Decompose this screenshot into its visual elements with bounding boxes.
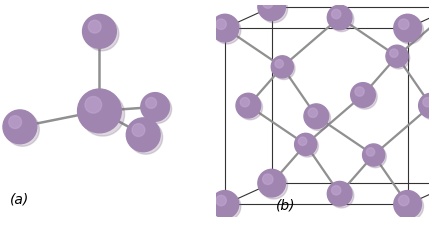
Circle shape xyxy=(332,186,341,195)
Circle shape xyxy=(9,116,22,129)
Circle shape xyxy=(213,193,241,220)
Circle shape xyxy=(328,181,352,206)
Circle shape xyxy=(304,104,328,129)
Circle shape xyxy=(273,57,295,80)
Circle shape xyxy=(295,133,317,156)
Circle shape xyxy=(85,17,119,51)
Circle shape xyxy=(85,97,102,113)
Circle shape xyxy=(275,59,283,68)
Circle shape xyxy=(238,95,263,120)
Circle shape xyxy=(351,83,375,107)
Circle shape xyxy=(394,14,421,42)
Circle shape xyxy=(81,92,125,136)
Circle shape xyxy=(211,191,239,218)
Circle shape xyxy=(88,20,101,33)
Circle shape xyxy=(364,146,386,168)
Circle shape xyxy=(328,5,352,30)
Circle shape xyxy=(258,169,286,197)
Circle shape xyxy=(129,120,163,154)
Circle shape xyxy=(329,183,354,208)
Circle shape xyxy=(394,191,421,218)
Circle shape xyxy=(390,49,398,57)
Circle shape xyxy=(386,45,408,67)
Circle shape xyxy=(258,0,286,21)
Circle shape xyxy=(213,16,241,44)
Circle shape xyxy=(143,95,171,123)
Circle shape xyxy=(260,0,288,23)
Circle shape xyxy=(399,195,409,206)
Circle shape xyxy=(83,14,116,48)
Circle shape xyxy=(211,14,239,42)
Circle shape xyxy=(419,93,442,118)
Circle shape xyxy=(132,124,145,136)
Text: (b): (b) xyxy=(276,199,295,213)
Circle shape xyxy=(126,118,160,152)
Circle shape xyxy=(216,19,226,30)
Circle shape xyxy=(141,93,169,121)
Text: (a): (a) xyxy=(10,192,29,206)
Circle shape xyxy=(216,195,226,206)
Circle shape xyxy=(5,113,39,146)
Circle shape xyxy=(329,7,354,32)
Circle shape xyxy=(263,0,273,8)
Circle shape xyxy=(306,106,331,131)
Circle shape xyxy=(399,19,409,30)
Circle shape xyxy=(296,135,318,157)
Circle shape xyxy=(271,56,293,78)
Circle shape xyxy=(396,193,423,220)
Circle shape xyxy=(236,93,261,118)
Circle shape xyxy=(332,9,341,19)
Circle shape xyxy=(353,84,377,109)
Circle shape xyxy=(260,171,288,199)
Circle shape xyxy=(388,47,410,69)
Circle shape xyxy=(355,87,364,96)
Circle shape xyxy=(298,137,307,145)
Circle shape xyxy=(423,97,432,107)
Circle shape xyxy=(396,16,423,44)
Circle shape xyxy=(362,144,385,166)
Circle shape xyxy=(308,108,317,118)
Circle shape xyxy=(240,97,250,107)
Circle shape xyxy=(146,97,156,108)
Circle shape xyxy=(420,95,442,120)
Circle shape xyxy=(263,174,273,185)
Circle shape xyxy=(441,0,442,21)
Circle shape xyxy=(78,89,121,133)
Circle shape xyxy=(366,148,375,156)
Circle shape xyxy=(3,110,37,144)
Circle shape xyxy=(441,169,442,197)
